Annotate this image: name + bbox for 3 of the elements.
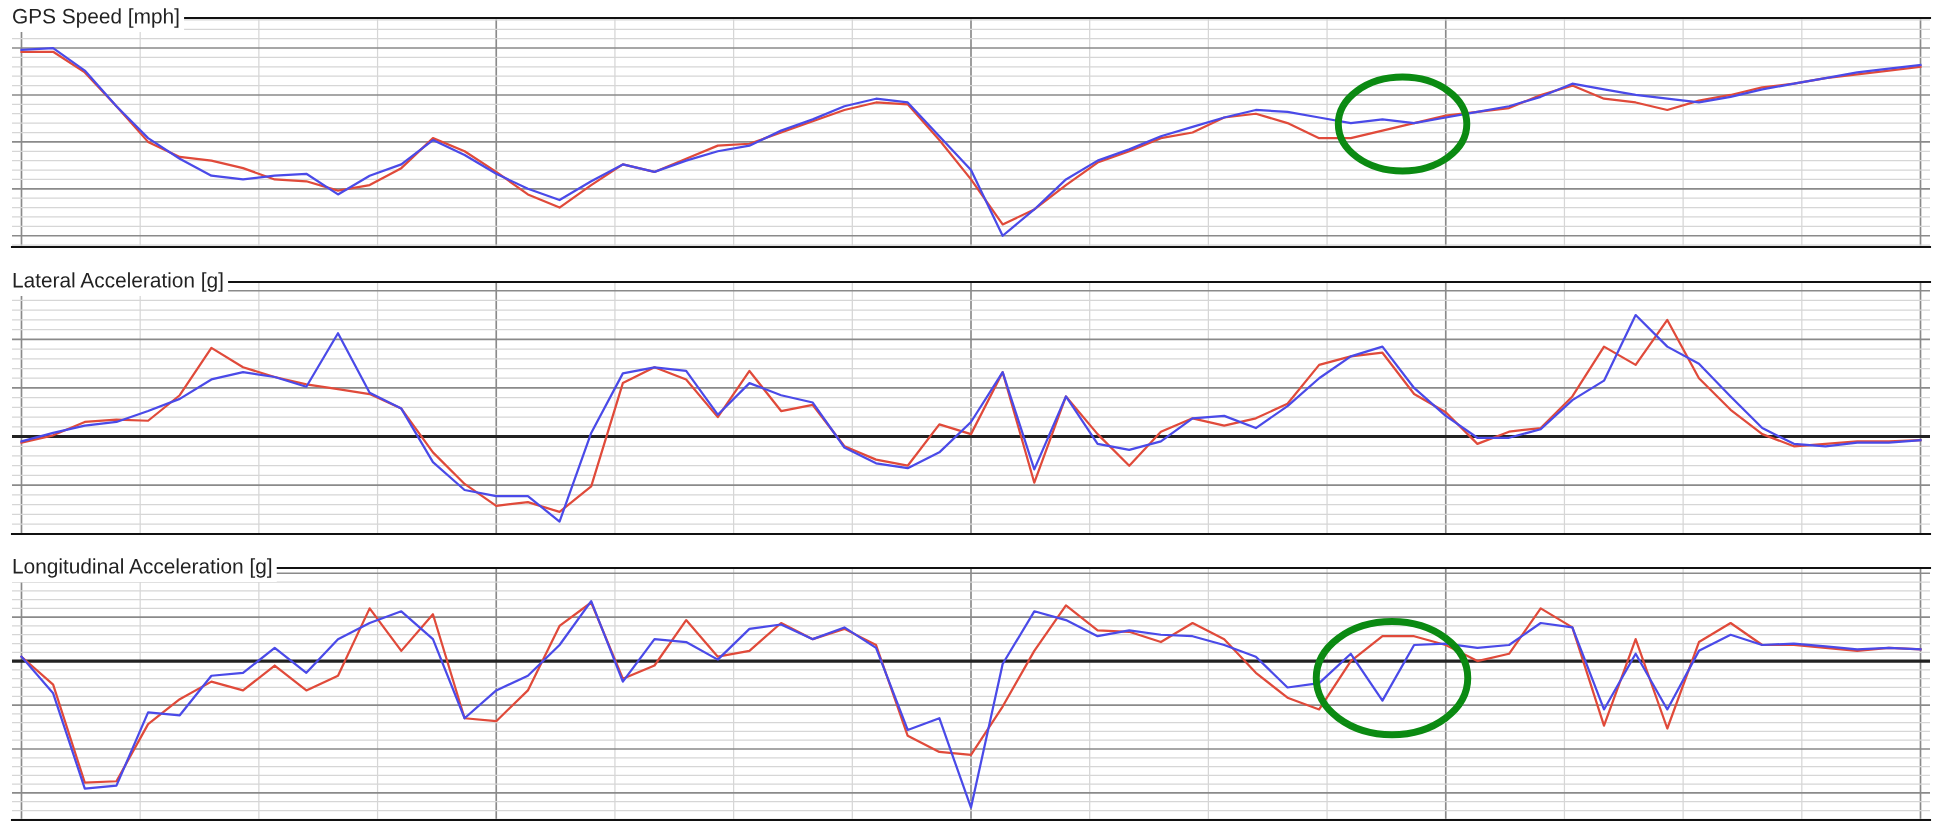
- chart-title: GPS Speed [mph]: [13, 8, 179, 28]
- chart-title: Lateral Acceleration [g]: [13, 272, 223, 292]
- chart-title: Longitudinal Acceleration [g]: [13, 558, 272, 578]
